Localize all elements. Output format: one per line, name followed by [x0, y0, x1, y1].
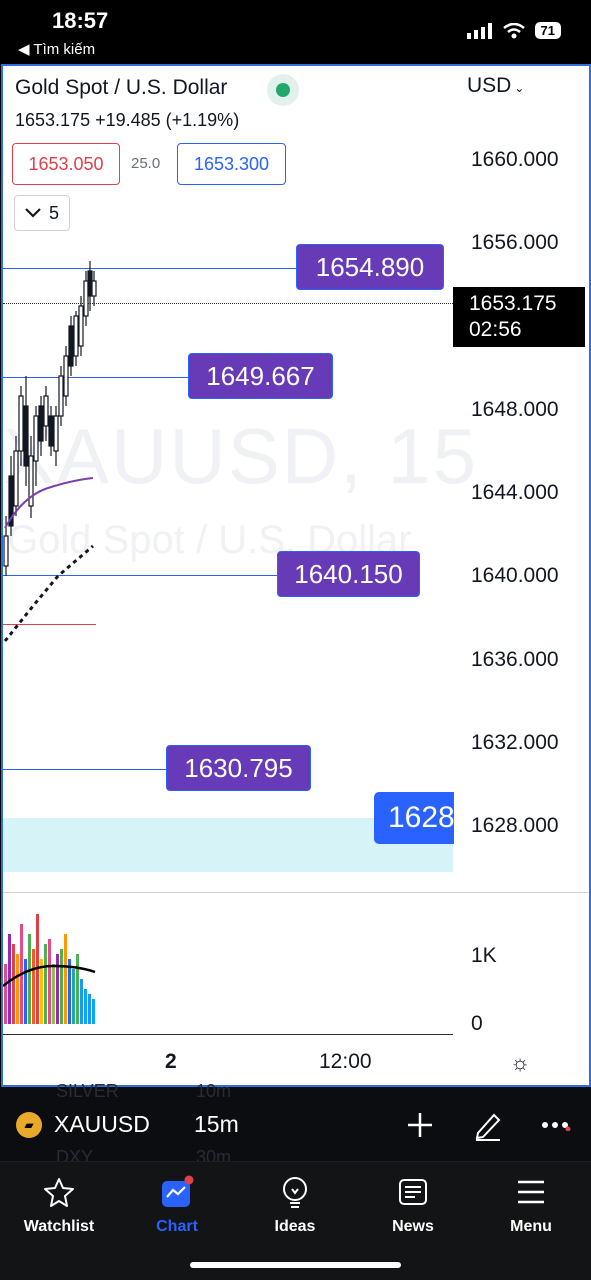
tab-label: Chart [127, 1218, 227, 1236]
tab-chart[interactable]: Chart [127, 1174, 227, 1236]
volume-histogram [3, 904, 103, 1034]
chevron-down-icon: ⌄ [514, 81, 524, 95]
status-icons: 71 [467, 22, 561, 39]
horizontal-level-line[interactable] [3, 769, 171, 770]
ghost-symbol: SILVER [56, 1081, 119, 1102]
price-axis-label: 1632.000 [471, 731, 559, 755]
last-price-label: 1653.175 02:56 [453, 287, 585, 347]
symbol-toolbar: SILVER 10m DXY 30m ▰ XAUUSD 15m [0, 1087, 591, 1161]
tab-ideas[interactable]: Ideas [245, 1174, 345, 1236]
plus-icon[interactable] [400, 1105, 440, 1145]
gold-symbol-icon: ▰ [16, 1112, 42, 1138]
bar-countdown: 02:56 [469, 317, 569, 343]
ghost-interval: 10m [196, 1081, 231, 1102]
price-axis-label: 1656.000 [471, 231, 559, 255]
symbol-title[interactable]: Gold Spot / U.S. Dollar [15, 76, 227, 100]
bulb-icon [279, 1175, 311, 1209]
signal-icon [467, 23, 493, 39]
symbol-selector[interactable]: XAUUSD [54, 1111, 150, 1138]
buy-button[interactable]: 1653.300 [177, 143, 286, 185]
time-axis-line [3, 1034, 453, 1035]
currency-label: USD [467, 74, 511, 97]
interval-selector[interactable]: 15m [194, 1111, 239, 1138]
level-tag[interactable]: 1630.795 [166, 745, 311, 791]
status-time: 18:57 [52, 8, 108, 34]
tab-news[interactable]: News [363, 1174, 463, 1236]
tab-menu[interactable]: Menu [481, 1174, 581, 1236]
wifi-icon [503, 23, 525, 39]
settings-icon[interactable]: ☼ [510, 1050, 530, 1076]
star-icon [43, 1176, 75, 1208]
news-icon [397, 1176, 429, 1208]
level-tag[interactable]: 1649.667 [188, 353, 333, 399]
spread-value: 25.0 [131, 155, 160, 172]
level-tag[interactable]: 1654.890 [296, 244, 444, 290]
collapse-indicators-button[interactable]: 5 [14, 195, 70, 231]
price-axis-label: 1640.000 [471, 564, 559, 588]
quote-line: 1653.175 +19.485 (+1.19%) [15, 110, 239, 131]
volume-axis-label: 0 [471, 1012, 483, 1036]
home-indicator[interactable] [190, 1262, 401, 1268]
tab-label: Watchlist [9, 1218, 109, 1236]
status-bar: 18:57 ◀ Tìm kiếm 71 [0, 0, 591, 64]
sell-button[interactable]: 1653.050 [12, 143, 120, 185]
currency-selector[interactable]: USD ⌄ [467, 74, 524, 98]
chevron-down-icon [25, 208, 41, 218]
tab-label: News [363, 1218, 463, 1236]
level-tag[interactable]: 1640.150 [277, 551, 420, 597]
candlestick-series [3, 256, 103, 656]
price-axis-label: 1636.000 [471, 648, 559, 672]
menu-icon [516, 1179, 546, 1205]
price-axis-label: 1660.000 [471, 148, 559, 172]
pane-separator[interactable] [3, 892, 591, 893]
price-axis-label: 1628.000 [471, 814, 559, 838]
battery-icon: 71 [535, 22, 561, 39]
tab-watchlist[interactable]: Watchlist [9, 1174, 109, 1236]
price-axis-label: 1648.000 [471, 398, 559, 422]
time-axis-label: 12:00 [319, 1050, 372, 1074]
more-icon[interactable] [536, 1105, 576, 1145]
price-axis-label: 1644.000 [471, 481, 559, 505]
last-price-value: 1653.175 [469, 291, 569, 317]
volume-axis-label: 1K [471, 944, 497, 968]
indicator-count: 5 [49, 203, 59, 224]
zone-price-tag[interactable]: 1628 [374, 792, 454, 844]
tab-label: Menu [481, 1218, 581, 1236]
market-open-indicator [267, 74, 299, 106]
chart-panel[interactable]: XAUUSD, 15 Gold Spot / U.S. Dollar Gold … [1, 64, 591, 1087]
tab-label: Ideas [245, 1218, 345, 1236]
back-to-search-link[interactable]: ◀ Tìm kiếm [18, 40, 95, 58]
chart-icon [160, 1175, 194, 1209]
pen-icon[interactable] [468, 1105, 508, 1145]
time-axis-label: 2 [165, 1050, 177, 1074]
